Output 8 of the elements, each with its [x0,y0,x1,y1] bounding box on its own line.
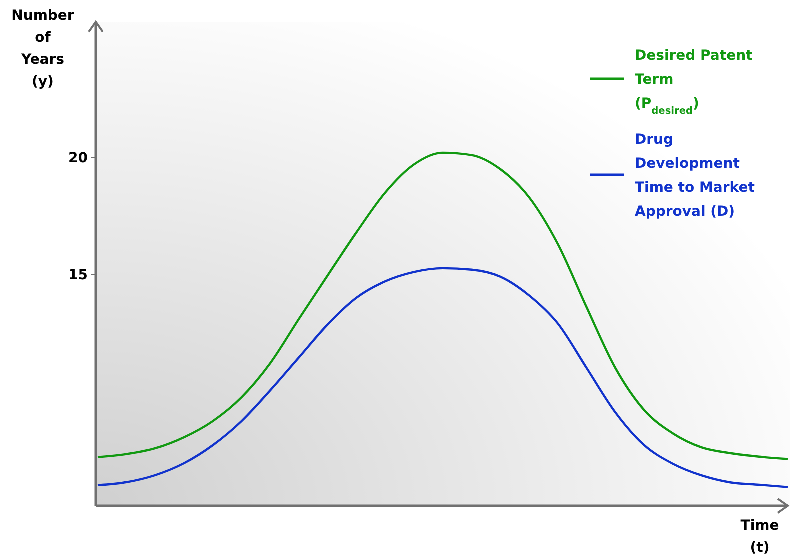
line-series [96,152,790,460]
line-series [96,267,790,488]
legend-label: Drug Development Time to Market Approval (D) [635,132,756,220]
y-tick-label: 20 [68,150,88,167]
legend-label: Desired Patent Term (P$_{desired}$) [635,48,754,116]
y-tick-label: 15 [68,267,88,284]
x-axis-title: Time (t) [740,518,780,556]
y-axis-title: Number of Years (y) [12,8,74,90]
